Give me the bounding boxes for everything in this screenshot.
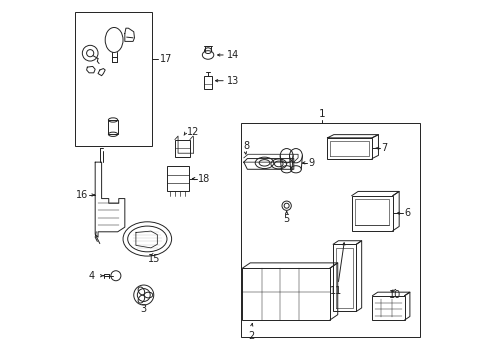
Text: 15: 15	[148, 253, 161, 264]
Bar	[332, 244, 356, 311]
Text: 1: 1	[318, 109, 325, 118]
Text: 8: 8	[244, 141, 249, 151]
Bar	[175, 140, 189, 157]
Bar	[204, 76, 211, 89]
Text: 10: 10	[388, 290, 401, 300]
Bar	[242, 268, 329, 320]
Text: 11: 11	[329, 287, 341, 296]
Text: 13: 13	[226, 76, 239, 86]
Bar	[351, 196, 392, 231]
Text: 5: 5	[283, 214, 289, 224]
Text: 9: 9	[307, 158, 314, 168]
Text: 18: 18	[198, 174, 210, 184]
Text: 17: 17	[159, 54, 171, 64]
Text: 16: 16	[76, 190, 88, 200]
Text: 7: 7	[380, 143, 386, 153]
Bar	[108, 120, 118, 134]
Text: 4: 4	[89, 271, 95, 281]
Bar	[75, 12, 151, 146]
Text: 14: 14	[226, 50, 239, 60]
Text: 3: 3	[141, 304, 146, 314]
Bar	[166, 166, 188, 192]
Bar	[372, 296, 404, 320]
Text: 12: 12	[186, 127, 199, 137]
Bar	[241, 123, 419, 337]
Text: 2: 2	[248, 331, 254, 341]
Bar	[326, 138, 371, 158]
Text: 6: 6	[404, 208, 409, 218]
